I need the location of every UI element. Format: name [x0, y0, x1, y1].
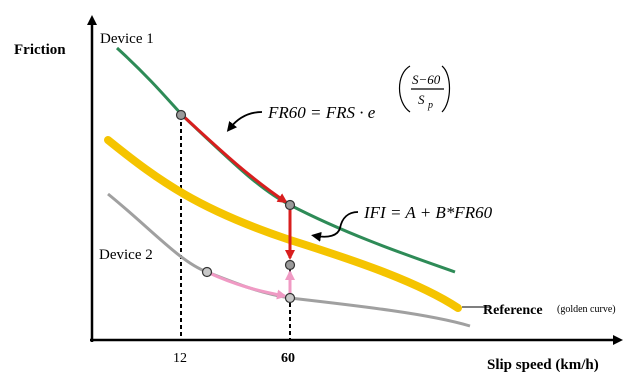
device1-point-12 — [175, 109, 187, 121]
exp-bracket-right — [441, 65, 451, 113]
reference-label: Reference — [483, 303, 543, 318]
x-axis-label: Slip speed (km/h) — [487, 357, 599, 373]
fr60-exp-denominator-sub: p — [427, 100, 433, 111]
device1-label: Device 1 — [100, 31, 154, 47]
reference-point-60 — [284, 259, 296, 271]
fr60-callout-arrow — [226, 111, 263, 132]
device2-point-start — [201, 266, 213, 278]
device1-point-60 — [284, 199, 296, 211]
ifi-formula: IFI = A + B*FR60 — [363, 203, 493, 222]
x-tick-12: 12 — [173, 351, 187, 366]
fr60-formula-main: FR60 = FRS · e — [267, 103, 376, 122]
device2-point-60 — [284, 292, 296, 304]
fr60-exp-denominator: S — [418, 92, 425, 107]
pink-transform-arrow — [206, 270, 287, 300]
ifi-callout-arrow — [311, 211, 359, 242]
red-transform-arrow — [180, 113, 288, 204]
device2-label: Device 2 — [99, 247, 153, 263]
reference-sublabel: (golden curve) — [557, 304, 616, 315]
x-tick-60: 60 — [281, 351, 295, 366]
y-axis-label: Friction — [14, 42, 66, 58]
fr60-exp-numerator: S−60 — [412, 72, 441, 87]
reference-curve — [104, 136, 462, 312]
device1-curve — [115, 46, 456, 274]
exp-bracket-left — [398, 65, 411, 113]
